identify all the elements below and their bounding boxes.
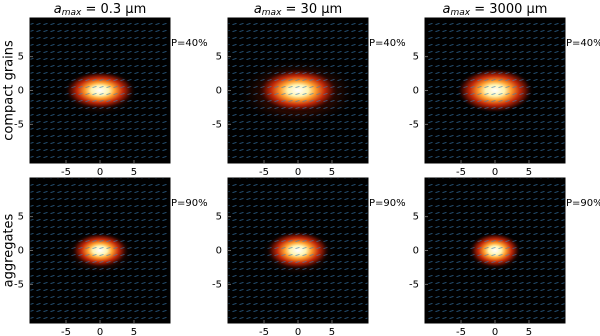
x-tick-label: -5 (61, 327, 71, 336)
y-tick-label: 0 (216, 246, 222, 257)
y-tick-label: -5 (212, 119, 222, 130)
y-tick-label: 5 (413, 52, 419, 63)
polarization-vectors (425, 178, 565, 323)
polarization-annotation: P=40% (171, 38, 208, 49)
panel-title: amax = 30 μm (254, 2, 342, 18)
x-tick-label: -5 (456, 327, 466, 336)
y-tick-label: -5 (409, 119, 419, 130)
title-value: = 3000 μm (470, 2, 547, 17)
title-subscript: max (262, 8, 282, 18)
x-tick-label: 5 (329, 167, 335, 178)
polarization-annotation: P=90% (171, 198, 208, 209)
x-tick-label: 5 (526, 167, 532, 178)
y-tick-label: 5 (216, 52, 222, 63)
polarization-vectors (30, 178, 170, 323)
polarization-vectors (425, 18, 565, 163)
x-tick-label: -5 (61, 167, 71, 178)
polarization-annotation: P=40% (369, 38, 406, 49)
panel-title: amax = 0.3 μm (54, 2, 146, 18)
title-subscript: max (451, 8, 471, 18)
x-tick-label: -5 (259, 327, 269, 336)
x-tick-label: 5 (131, 327, 137, 336)
polarization-annotation: P=90% (566, 198, 600, 209)
polarization-vectors (228, 18, 368, 163)
y-tick-label: 5 (18, 212, 24, 223)
title-symbol: a (254, 2, 262, 17)
polarization-vectors (30, 18, 170, 163)
polarization-annotation: P=90% (369, 198, 406, 209)
x-tick-label: 5 (526, 327, 532, 336)
title-symbol: a (54, 2, 62, 17)
row-label: compact grains (2, 40, 17, 141)
y-tick-label: 0 (18, 246, 24, 257)
y-tick-label: 5 (18, 52, 24, 63)
x-tick-label: 5 (329, 327, 335, 336)
title-value: = 30 μm (281, 2, 342, 17)
x-tick-label: -5 (259, 167, 269, 178)
polarization-annotation: P=40% (566, 38, 600, 49)
y-tick-label: 0 (216, 86, 222, 97)
title-symbol: a (443, 2, 451, 17)
x-tick-label: 0 (295, 327, 301, 336)
y-tick-label: 0 (18, 86, 24, 97)
y-tick-label: 0 (413, 246, 419, 257)
polarization-vectors (228, 178, 368, 323)
x-tick-label: -5 (456, 167, 466, 178)
x-tick-label: 0 (492, 327, 498, 336)
x-tick-label: 0 (295, 167, 301, 178)
y-tick-label: -5 (14, 279, 24, 290)
x-tick-label: 0 (97, 167, 103, 178)
y-tick-label: 5 (216, 212, 222, 223)
x-tick-label: 0 (492, 167, 498, 178)
y-tick-label: -5 (212, 279, 222, 290)
y-tick-label: 5 (413, 212, 419, 223)
x-tick-label: 5 (131, 167, 137, 178)
panel-title: amax = 3000 μm (443, 2, 548, 18)
y-tick-label: 0 (413, 86, 419, 97)
row-label: aggregates (2, 213, 17, 287)
y-tick-label: -5 (409, 279, 419, 290)
y-tick-label: -5 (14, 119, 24, 130)
x-tick-label: 0 (97, 327, 103, 336)
title-subscript: max (62, 8, 82, 18)
title-value: = 0.3 μm (81, 2, 146, 17)
